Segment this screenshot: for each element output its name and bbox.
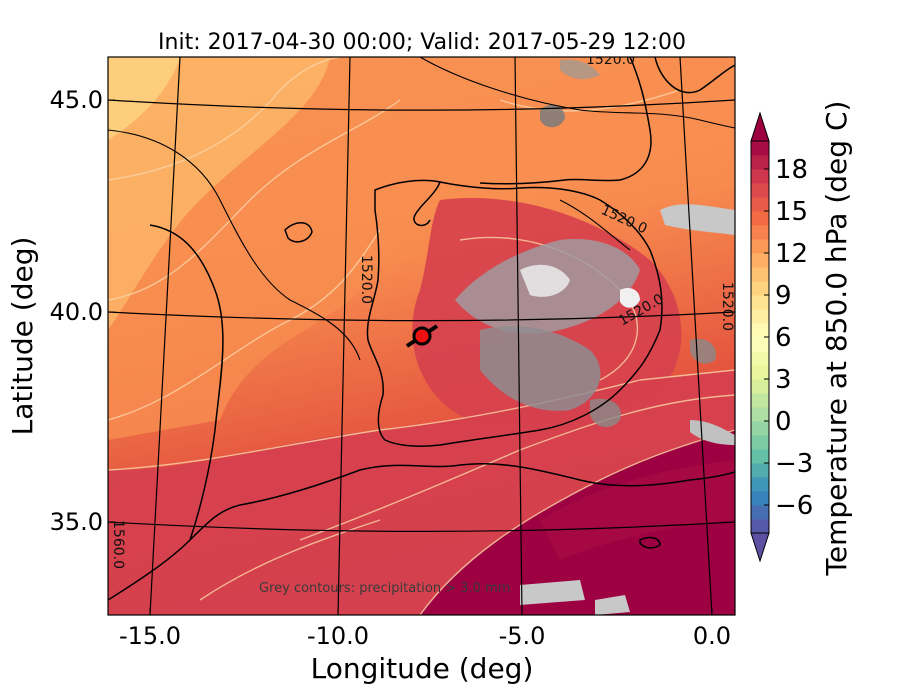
colorbar-tick-label: 0 <box>775 407 792 437</box>
colorbar-segment <box>751 435 769 450</box>
colorbar-extend-max <box>750 111 770 142</box>
colorbar-segment <box>751 449 769 464</box>
contour-label: 1520.0 <box>358 255 374 304</box>
colorbar-tick-label: 18 <box>775 155 808 185</box>
colorbar-segment <box>751 505 769 520</box>
x-tick-label: 0.0 <box>693 622 731 650</box>
colorbar-tick-label: 12 <box>775 239 808 269</box>
colorbar-segment <box>751 295 769 310</box>
contour-label: 1520.0 <box>586 52 635 68</box>
colorbar-segment <box>751 519 769 534</box>
colorbar-segment <box>751 197 769 212</box>
cool-region <box>108 57 330 330</box>
y-tick-label: 45.0 <box>50 86 103 114</box>
colorbar-label: Temperature at 850.0 hPa (deg C) <box>820 101 853 577</box>
colorbar-ticks: 18 15 12 9 6 3 0 −3 −6 <box>764 155 813 521</box>
y-axis: 45.0 40.0 35.0 Latitude (deg) <box>6 86 115 536</box>
contour-label: 1520.0 <box>719 282 735 331</box>
contour-label: 1560.0 <box>110 520 126 569</box>
precipitation-note: Grey contours: precipitation > 3.0 mm <box>259 581 510 596</box>
map-frame <box>107 56 736 616</box>
location-marker <box>405 324 439 348</box>
colorbar-segment <box>751 309 769 324</box>
x-axis: -15.0 -10.0 -5.0 0.0 Longitude (deg) <box>119 608 731 685</box>
colorbar-segment <box>751 323 769 338</box>
colorbar-tick-label: 6 <box>775 323 792 353</box>
colorbar-segment <box>751 393 769 408</box>
colorbar-segment <box>751 463 769 478</box>
precipitation-patches <box>455 59 735 615</box>
x-axis-label: Longitude (deg) <box>311 652 534 685</box>
colorbar-extend-min <box>750 532 770 563</box>
colorbar-segment <box>751 421 769 436</box>
colorbar-tick-label: 9 <box>775 281 792 311</box>
colorbar-segment <box>751 379 769 394</box>
colorbar-segment <box>751 337 769 352</box>
colorbar-segment <box>751 141 769 156</box>
colorbar-segment <box>751 155 769 170</box>
colorbar-tick-label: −6 <box>775 491 813 521</box>
colorbar-segment <box>751 267 769 282</box>
colorbar-segment <box>751 239 769 254</box>
colorbar-tick-label: 15 <box>775 197 808 227</box>
y-tick-label: 40.0 <box>50 298 103 326</box>
colorbar-segment <box>751 281 769 296</box>
x-tick-label: -15.0 <box>119 622 181 650</box>
colorbar-segment <box>751 253 769 268</box>
y-tick-label: 35.0 <box>50 508 103 536</box>
colorbar-segment <box>751 351 769 366</box>
colorbar: 18 15 12 9 6 3 0 −3 −6 Temperature at 850.0 hPa … <box>750 101 853 577</box>
colorbar-tick-label: 3 <box>775 365 792 395</box>
x-tick-label: -5.0 <box>499 622 546 650</box>
colorbar-segment <box>751 491 769 506</box>
x-tick-label: -10.0 <box>307 622 369 650</box>
colorbar-segment <box>751 407 769 422</box>
plot-title: Init: 2017-04-30 00:00; Valid: 2017-05-2… <box>158 30 686 55</box>
colorbar-segment <box>751 183 769 198</box>
colorbar-segment <box>751 365 769 380</box>
colorbar-segment <box>751 477 769 492</box>
colorbar-segments <box>751 141 769 534</box>
colorbar-segment <box>751 225 769 240</box>
coastlines <box>108 57 735 601</box>
coolest-region <box>108 57 180 140</box>
graticule <box>108 57 735 615</box>
geopotential-contours <box>108 57 735 361</box>
colorbar-segment <box>751 211 769 226</box>
y-axis-label: Latitude (deg) <box>6 237 39 436</box>
colorbar-tick-label: −3 <box>775 449 813 479</box>
colorbar-segment <box>751 169 769 184</box>
map-panel: 1520.0 1520.0 1520.0 1520.0 1520.0 1560.… <box>108 52 735 615</box>
